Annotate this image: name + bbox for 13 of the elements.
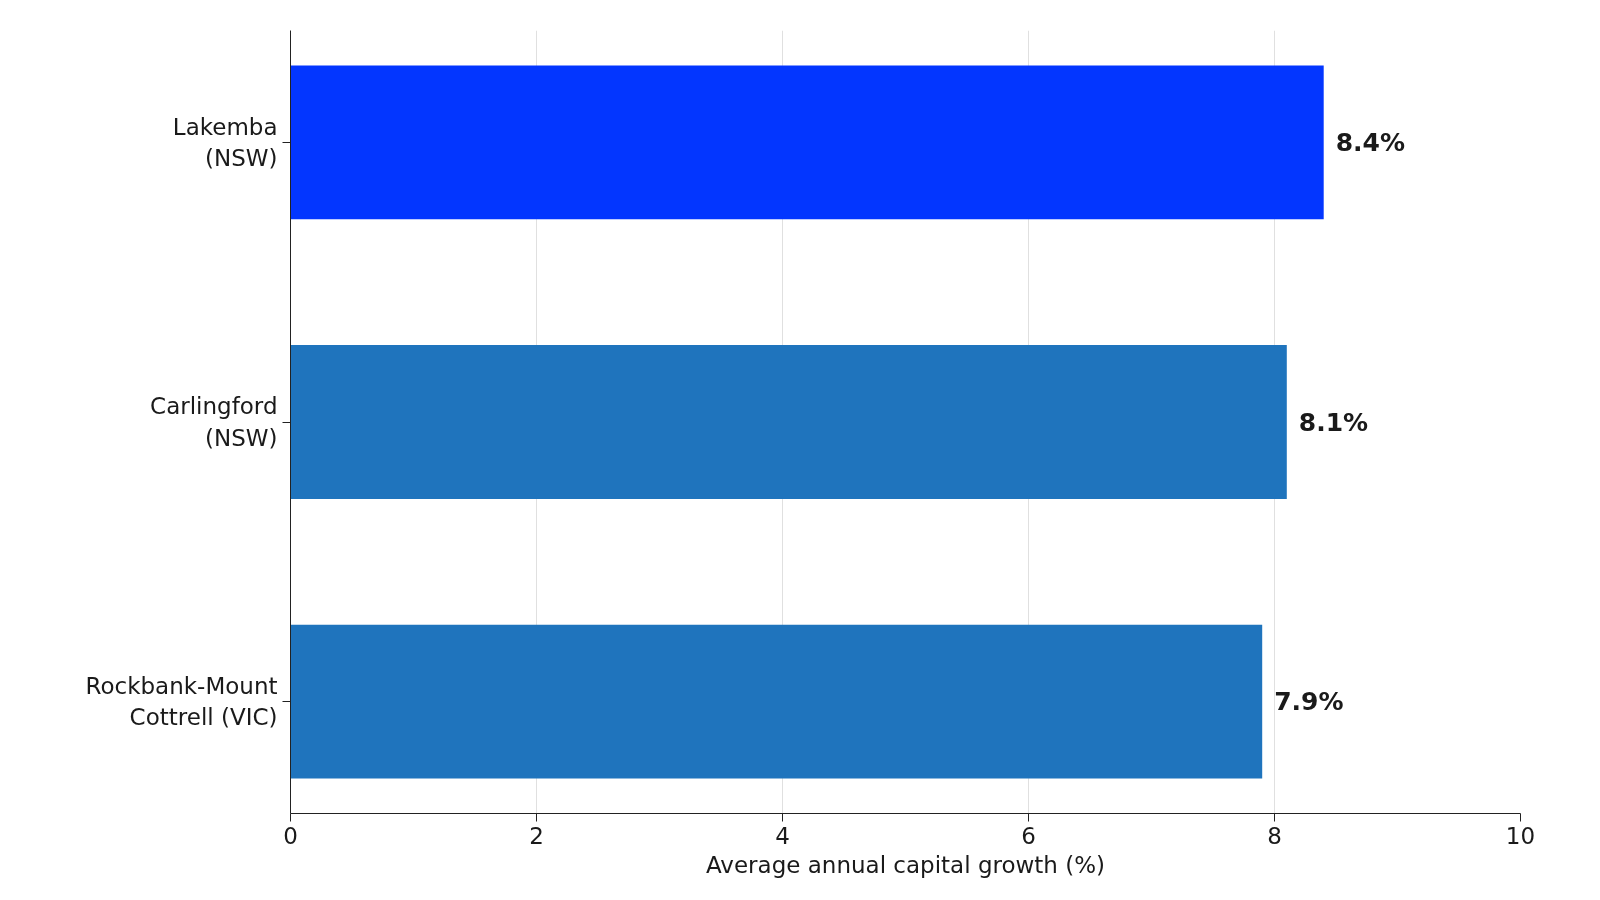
data-label: 8.1% [1298,407,1369,437]
x-tick-label: 0 [283,822,298,849]
y-tick-label: Rockbank-Mount Cottrell (VIC) [85,673,278,731]
x-axis-title: Average annual capital growth (%) [705,851,1106,878]
data-label: 7.9% [1274,687,1344,717]
x-tick-label: 10 [1505,822,1536,849]
x-tick-label: 2 [529,822,544,849]
x-tick-label: 6 [1021,822,1036,849]
x-tick-label: 8 [1267,822,1282,849]
data-label: 8.4% [1335,127,1406,157]
y-tick-label: Carlingford (NSW) [150,393,278,451]
y-tick-label: Lakemba (NSW) [172,113,278,171]
x-tick-label: 4 [775,822,790,849]
